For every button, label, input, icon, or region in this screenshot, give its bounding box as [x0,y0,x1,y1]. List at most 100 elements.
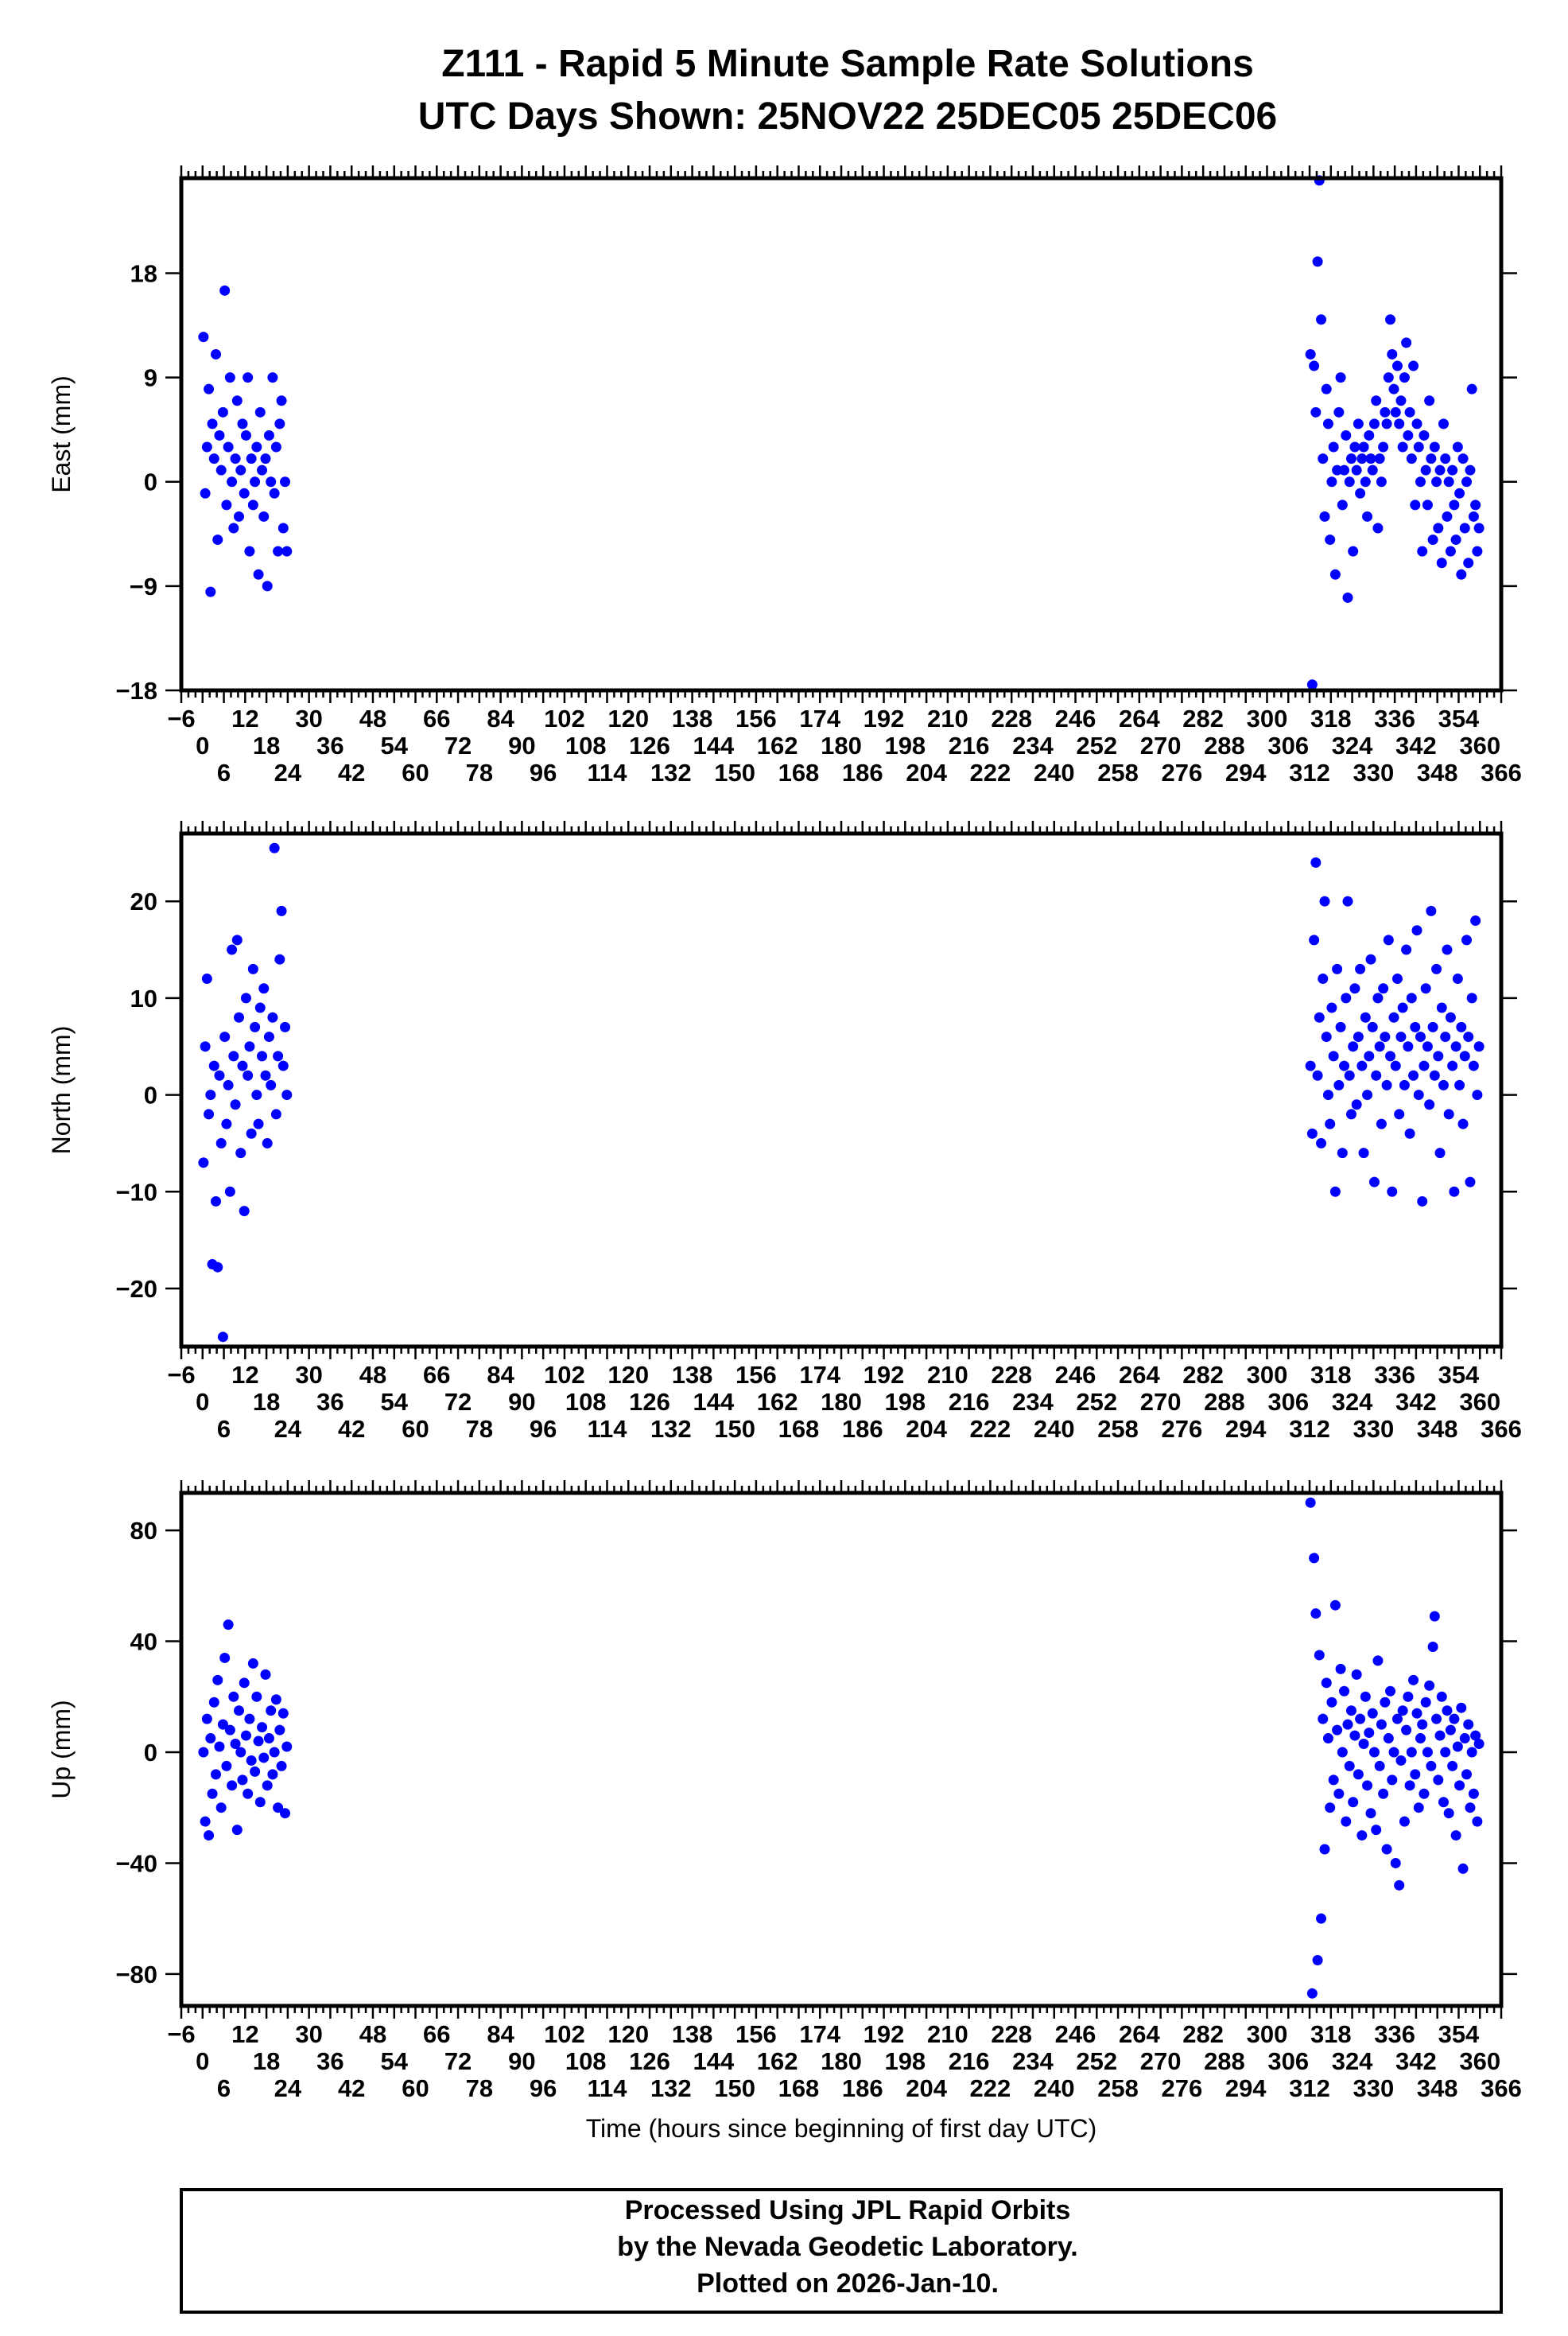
data-point [1335,1021,1346,1032]
x-tick-label: 0 [196,2047,209,2075]
data-point [1457,1863,1469,1874]
data-point [217,406,228,418]
data-point [201,974,212,985]
x-tick-label: 162 [757,732,798,760]
x-tick-label: 150 [714,1415,755,1443]
x-tick-label: 300 [1247,2020,1288,2048]
x-tick-label: 174 [799,705,840,733]
data-point [1316,1137,1327,1149]
data-point [1391,974,1403,985]
data-point [1408,360,1419,371]
data-point [1349,441,1360,453]
x-tick-label: 228 [991,2020,1032,2048]
x-tick-label: 288 [1204,732,1245,760]
x-tick-label: 216 [949,2047,990,2075]
data-point [1413,441,1424,453]
data-point [1424,1099,1435,1110]
data-point [1419,1788,1430,1799]
y-tick-label: 40 [130,1628,157,1656]
data-point [1452,974,1463,985]
data-point [1335,1663,1346,1674]
data-point [1388,383,1399,395]
data-point [1426,905,1437,916]
data-point [1427,534,1438,546]
x-tick-label: 60 [402,1415,429,1443]
data-point [1465,1802,1476,1813]
data-point [1344,1070,1355,1081]
data-point [1456,1021,1467,1032]
data-point [234,1705,245,1716]
data-point [1381,418,1392,429]
x-tick-label: 198 [884,1388,926,1416]
x-tick-label: 90 [508,2047,535,2075]
data-point [250,1021,261,1032]
data-point [1419,429,1430,441]
data-point [243,1070,254,1081]
data-point [1420,1697,1431,1708]
x-tick-label: 42 [338,2074,365,2102]
data-point [211,1769,222,1780]
data-point [260,1669,271,1680]
data-point [1383,1733,1394,1744]
y-tick-label: 0 [144,1082,157,1110]
data-point [1436,1691,1447,1702]
data-point [1391,1713,1403,1724]
data-point [246,1755,257,1766]
data-point [1417,546,1428,557]
data-point [247,963,258,974]
data-point [1322,418,1333,429]
data-point [1383,372,1394,383]
data-point [1459,1051,1470,1062]
x-tick-label: 192 [864,705,905,733]
x-tick-label: 84 [487,1361,514,1389]
data-point [1406,993,1417,1004]
data-point [1341,429,1352,441]
data-point [237,1060,248,1071]
x-tick-label: 228 [991,1361,1032,1389]
panel-north: −606121824303642485460667278849096102108… [47,821,1522,1443]
data-point [1456,1702,1467,1713]
x-tick-label: 108 [565,2047,607,2075]
data-point [1348,1041,1359,1052]
x-tick-label: 324 [1332,732,1373,760]
data-point [1380,1697,1391,1708]
data-point [254,1797,266,1808]
x-tick-label: 270 [1140,732,1182,760]
data-point [1358,441,1369,453]
x-tick-label: 66 [423,1361,450,1389]
y-tick-label: 0 [144,468,157,496]
x-tick-label: 252 [1076,732,1117,760]
x-tick-label: 258 [1097,759,1139,787]
data-point [1364,1051,1375,1062]
x-tick-label: 336 [1374,2020,1415,2048]
data-point [1364,429,1375,441]
data-point [201,1713,212,1724]
data-point [1408,1674,1419,1685]
data-point [1426,453,1437,464]
data-point [1351,1099,1362,1110]
x-tick-label: 60 [402,759,429,787]
data-point [1463,1719,1474,1730]
data-point [1417,1195,1428,1207]
x-tick-label: 54 [380,2047,408,2075]
x-tick-label: 258 [1097,1415,1139,1443]
data-point [1466,993,1477,1004]
data-point [239,1206,250,1217]
data-point [228,1051,239,1062]
data-point [1468,511,1479,522]
data-point [234,1012,245,1023]
data-point [215,464,227,476]
x-tick-label: 30 [295,2020,322,2048]
data-point [1328,1774,1339,1786]
data-point [1466,383,1477,395]
data-point [237,1774,248,1786]
data-point [1472,546,1483,557]
data-point [231,1825,243,1836]
data-point [1356,453,1368,464]
data-point [1319,896,1330,907]
data-point [235,464,246,476]
data-point [1443,1808,1454,1819]
data-point [219,1032,231,1043]
data-point [280,1021,291,1032]
